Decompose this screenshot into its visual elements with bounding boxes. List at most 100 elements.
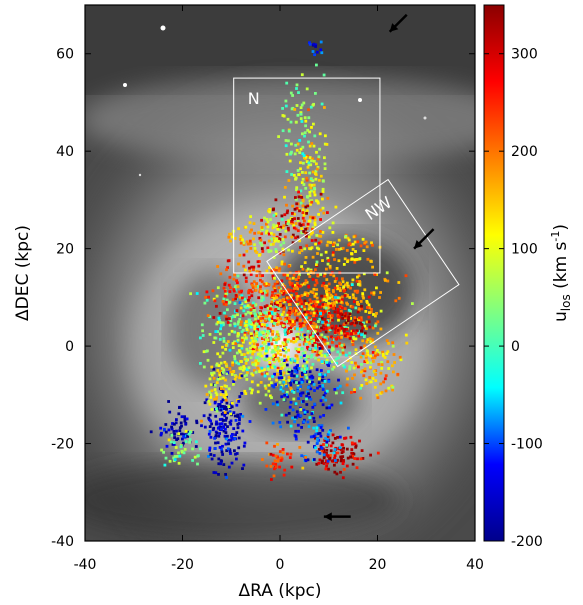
- velocity-pixel: [218, 422, 222, 426]
- velocity-pixel: [175, 418, 178, 421]
- velocity-pixel: [260, 218, 263, 222]
- velocity-pixel: [313, 292, 317, 296]
- velocity-pixel: [299, 189, 303, 193]
- velocity-pixel: [384, 389, 388, 393]
- velocity-pixel: [285, 313, 289, 317]
- velocity-pixel: [339, 324, 342, 328]
- velocity-pixel: [229, 452, 232, 455]
- velocity-pixel: [320, 461, 324, 465]
- velocity-pixel: [260, 295, 264, 299]
- velocity-pixel: [312, 190, 316, 194]
- velocity-pixel: [205, 290, 209, 294]
- velocity-pixel: [286, 226, 290, 230]
- velocity-pixel: [299, 106, 303, 109]
- velocity-pixel: [284, 298, 287, 301]
- velocity-pixel: [263, 384, 267, 388]
- velocity-pixel: [334, 324, 338, 328]
- velocity-pixel: [256, 343, 259, 347]
- velocity-pixel: [341, 277, 344, 281]
- velocity-pixel: [340, 335, 343, 339]
- velocity-pixel: [364, 240, 368, 244]
- velocity-pixel: [364, 378, 368, 382]
- velocity-pixel: [329, 316, 333, 320]
- velocity-pixel: [261, 346, 265, 350]
- velocity-pixel: [291, 106, 295, 110]
- velocity-pixel: [325, 406, 329, 410]
- velocity-pixel: [314, 238, 318, 242]
- velocity-pixel: [346, 377, 349, 381]
- velocity-pixel: [361, 292, 365, 295]
- velocity-pixel: [293, 359, 297, 363]
- velocity-pixel: [279, 372, 283, 376]
- velocity-pixel: [312, 159, 316, 163]
- y-tick-label: 60: [56, 47, 74, 63]
- velocity-pixel: [318, 317, 322, 321]
- velocity-pixel: [241, 429, 245, 433]
- velocity-pixel: [320, 446, 324, 450]
- velocity-pixel: [348, 367, 352, 371]
- velocity-pixel: [303, 291, 307, 295]
- velocity-pixel: [309, 268, 313, 272]
- velocity-pixel: [374, 351, 378, 355]
- velocity-pixel: [288, 280, 292, 284]
- velocity-pixel: [287, 290, 291, 294]
- velocity-pixel: [355, 258, 359, 261]
- velocity-pixel: [308, 380, 311, 384]
- velocity-pixel: [215, 294, 219, 298]
- velocity-pixel: [301, 145, 305, 149]
- velocity-pixel: [205, 393, 209, 396]
- velocity-pixel: [300, 381, 304, 384]
- velocity-pixel: [268, 361, 272, 364]
- velocity-pixel: [188, 430, 192, 434]
- velocity-pixel: [348, 365, 352, 368]
- velocity-pixel: [294, 327, 297, 331]
- velocity-pixel: [348, 351, 352, 355]
- velocity-pixel: [327, 291, 331, 295]
- velocity-pixel: [311, 307, 315, 311]
- velocity-pixel: [294, 347, 298, 351]
- velocity-pixel: [299, 224, 303, 227]
- velocity-pixel: [223, 411, 227, 414]
- velocity-pixel: [286, 117, 290, 121]
- velocity-pixel: [283, 262, 286, 266]
- velocity-pixel: [325, 440, 329, 444]
- velocity-pixel: [289, 386, 293, 390]
- velocity-pixel: [340, 343, 344, 347]
- velocity-pixel: [292, 296, 295, 300]
- velocity-pixel: [276, 347, 280, 351]
- velocity-pixel: [270, 381, 273, 385]
- velocity-pixel: [322, 281, 326, 285]
- velocity-pixel: [356, 331, 360, 335]
- velocity-pixel: [219, 393, 223, 396]
- velocity-pixel: [330, 335, 333, 339]
- velocity-pixel: [179, 421, 183, 425]
- velocity-pixel: [231, 361, 235, 365]
- velocity-pixel: [341, 455, 345, 458]
- velocity-pixel: [243, 389, 247, 393]
- velocity-pixel: [316, 305, 320, 309]
- velocity-pixel: [303, 247, 307, 251]
- velocity-pixel: [303, 211, 307, 214]
- velocity-pixel: [335, 248, 338, 251]
- velocity-pixel: [268, 394, 272, 398]
- velocity-pixel: [309, 336, 313, 339]
- velocity-pixel: [338, 435, 342, 439]
- velocity-pixel: [180, 432, 184, 436]
- velocity-pixel: [233, 357, 237, 361]
- velocity-pixel: [261, 341, 265, 345]
- velocity-pixel: [268, 377, 271, 381]
- y-tick-label: 0: [65, 339, 74, 355]
- velocity-pixel: [282, 322, 286, 326]
- velocity-pixel: [273, 365, 277, 369]
- velocity-pixel: [368, 337, 372, 341]
- velocity-pixel: [303, 410, 307, 414]
- velocity-pixel: [353, 442, 357, 446]
- velocity-pixel: [260, 247, 264, 250]
- region-outline: [233, 77, 381, 274]
- velocity-pixel: [361, 457, 365, 460]
- velocity-pixel: [300, 120, 304, 123]
- velocity-pixel: [318, 343, 321, 346]
- velocity-pixel: [207, 416, 211, 420]
- velocity-pixel: [296, 219, 300, 222]
- velocity-pixel: [394, 299, 398, 303]
